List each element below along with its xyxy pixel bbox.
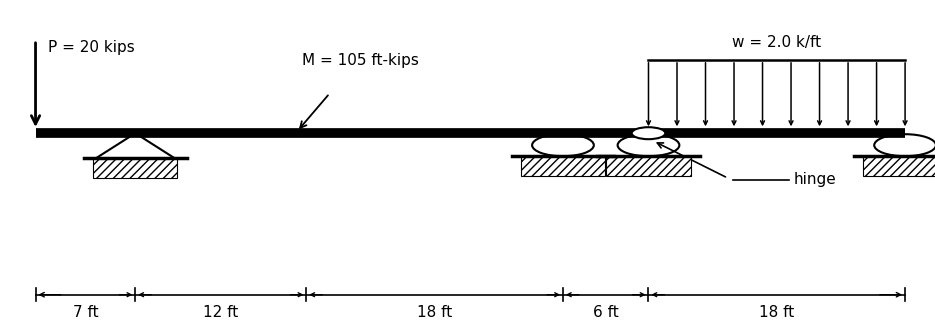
Bar: [94, 158, 178, 178]
Text: 18 ft: 18 ft: [759, 305, 795, 320]
Text: 7 ft: 7 ft: [73, 305, 98, 320]
Bar: [521, 156, 605, 176]
Text: hinge: hinge: [794, 172, 836, 187]
Bar: [863, 156, 935, 176]
Circle shape: [632, 127, 666, 139]
Text: 18 ft: 18 ft: [417, 305, 453, 320]
Text: M = 105 ft-kips: M = 105 ft-kips: [302, 53, 419, 68]
Text: 6 ft: 6 ft: [593, 305, 619, 320]
Text: P = 20 kips: P = 20 kips: [48, 40, 135, 55]
Text: w = 2.0 k/ft: w = 2.0 k/ft: [732, 35, 821, 50]
Bar: [607, 156, 691, 176]
Text: 12 ft: 12 ft: [203, 305, 238, 320]
